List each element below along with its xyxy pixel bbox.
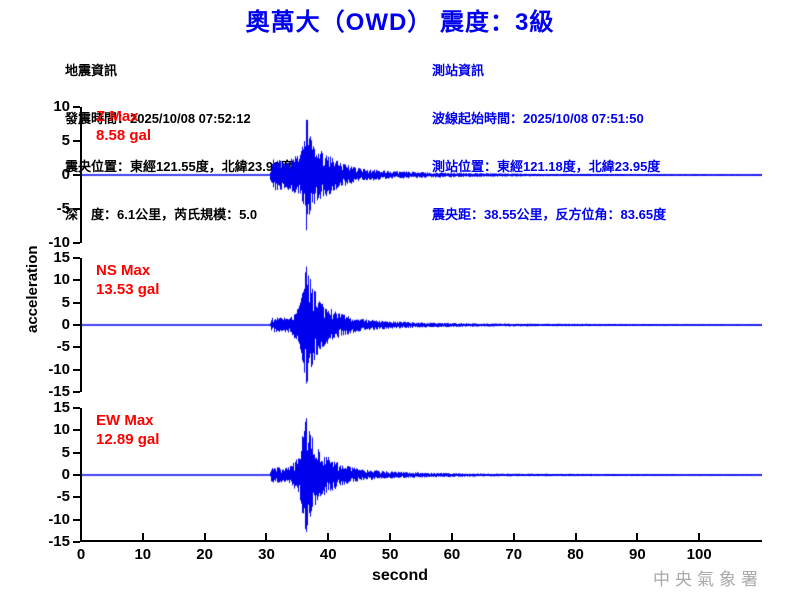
x-tick-label: 90: [629, 546, 646, 563]
x-tick-label: 30: [258, 546, 275, 563]
x-tick: [698, 533, 701, 540]
y-tick-label: -10: [48, 234, 70, 251]
y-tick-label: 5: [61, 132, 70, 149]
y-tick-label: -5: [56, 338, 70, 356]
z-max-title: Z Max: [96, 108, 139, 125]
y-tick: [73, 407, 80, 409]
y-tick-label: 0: [61, 166, 70, 183]
x-tick-label: 50: [381, 546, 399, 563]
x-tick: [327, 533, 330, 540]
y-tick: [73, 429, 80, 432]
ns-max-label: NS Max 13.53 gal: [96, 261, 159, 299]
y-tick: [73, 242, 80, 244]
y-tick-label: -15: [48, 533, 70, 550]
x-tick-label: 10: [134, 546, 152, 563]
x-tick-label: 0: [76, 546, 86, 563]
y-tick-label: -5: [56, 200, 70, 217]
x-tick: [450, 533, 453, 540]
y-tick: [73, 174, 80, 176]
y-tick: [73, 346, 80, 349]
y-tick: [73, 257, 80, 259]
agency-watermark: 中央氣象署: [653, 570, 763, 590]
x-axis-line: [80, 540, 762, 542]
y-tick: [73, 106, 80, 108]
x-tick: [512, 533, 515, 540]
y-tick: [73, 451, 80, 454]
panel-ns: NS Max 13.53 gal 15 10 5 0 -5 -10 -15: [48, 249, 762, 400]
waveform-z-trace: [82, 107, 762, 243]
panel-ew: EW Max 12.89 gal 15 10 5 0 -5 -10 -15: [48, 399, 762, 550]
y-tick: [73, 140, 80, 142]
y-tick-label: -10: [48, 510, 70, 528]
y-tick-label: 15: [53, 399, 70, 416]
z-max-value: 8.58 gal: [96, 127, 152, 144]
ew-max-label: EW Max 12.89 gal: [96, 411, 159, 449]
x-tick-label: 100: [686, 546, 712, 563]
x-tick: [636, 533, 639, 540]
y-tick-label: 0: [61, 316, 70, 333]
panel-z: Z Max 8.58 gal 10 5 0 -5 -10: [48, 98, 762, 251]
station-info-header: 測站資訊: [432, 63, 485, 78]
x-tick: [574, 533, 577, 540]
x-tick: [80, 533, 82, 540]
y-tick: [73, 301, 80, 304]
ew-max-title: EW Max: [96, 412, 154, 429]
ns-max-title: NS Max: [96, 262, 151, 279]
x-tick: [265, 533, 268, 540]
waveform-ns-trace: [82, 258, 762, 392]
z-max-label: Z Max 8.58 gal: [96, 107, 151, 145]
y-tick-label: -10: [48, 360, 70, 378]
waveform-ew-trace: [82, 408, 762, 542]
y-tick-label: 0: [61, 466, 70, 483]
x-tick: [203, 533, 206, 540]
x-tick: [389, 533, 392, 540]
x-tick: [141, 533, 144, 540]
y-tick-label: 10: [53, 271, 70, 289]
y-tick-label: 10: [53, 421, 70, 439]
x-tick-label: 60: [443, 546, 461, 563]
ew-max-value: 12.89 gal: [96, 431, 160, 448]
earthquake-info-header: 地震資訊: [65, 63, 118, 78]
y-tick-label: 10: [53, 98, 70, 115]
y-tick-label: -5: [56, 488, 70, 506]
y-tick: [73, 518, 80, 521]
y-tick: [73, 541, 80, 543]
y-tick: [73, 391, 80, 393]
x-tick-label: 70: [505, 546, 523, 563]
y-tick-label: 5: [61, 443, 70, 461]
y-tick: [73, 496, 80, 499]
x-tick-label: 40: [319, 546, 337, 563]
y-tick-label: 5: [61, 293, 70, 311]
x-axis-title: second: [371, 567, 428, 584]
y-tick: [73, 474, 80, 476]
y-tick-label: 15: [53, 249, 70, 266]
x-tick-label: 80: [567, 546, 584, 563]
y-tick: [73, 279, 80, 282]
page-title: 奧萬大（OWD） 震度：3級: [245, 9, 555, 36]
y-tick: [73, 208, 80, 210]
y-tick: [73, 368, 80, 371]
ns-max-value: 13.53 gal: [96, 281, 160, 298]
y-tick: [73, 324, 80, 326]
y-tick-label: -15: [48, 383, 70, 400]
x-tick-label: 20: [196, 546, 213, 563]
